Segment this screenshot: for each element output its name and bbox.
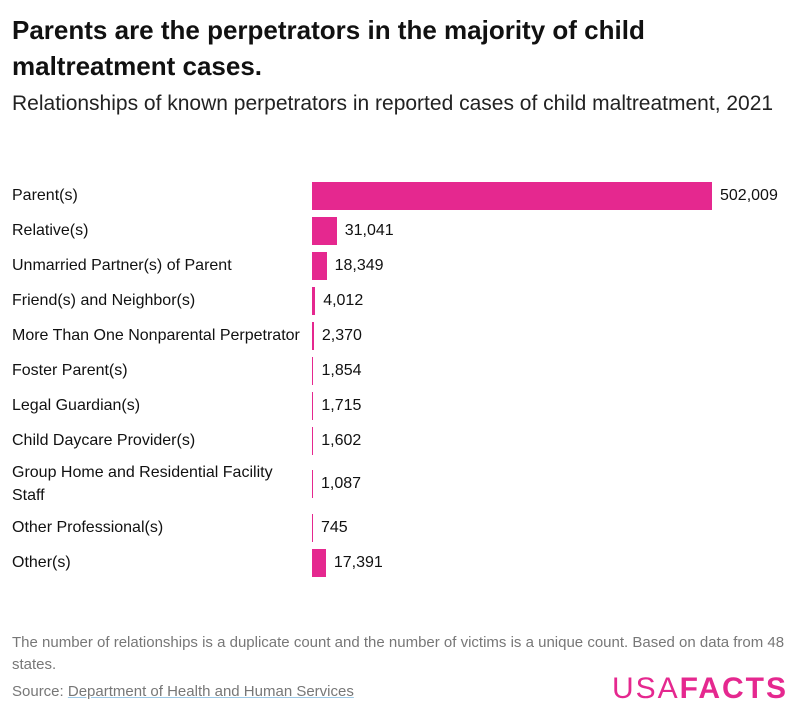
row: Friend(s) and Neighbor(s) 4,012 [12,283,792,318]
category-label: More Than One Nonparental Perpetrator [12,327,300,344]
row: Relative(s) 31,041 [12,213,792,248]
footnote: The number of relationships is a duplica… [12,634,785,673]
category-label: Child Daycare Provider(s) [12,432,196,449]
bar-cell: 745 [312,513,792,542]
value-label: 4,012 [323,291,364,309]
bar [312,251,327,280]
row: More Than One Nonparental Perpetrator 2,3… [12,318,792,353]
row: Parent(s) 502,009 [12,178,792,213]
category-label: Parent(s) [12,187,78,204]
bar-cell: 1,854 [312,356,792,385]
value-label: 18,349 [334,256,384,274]
bar-cell: 1,715 [312,391,792,420]
bar-cell: 1,602 [312,426,792,455]
value-label: 1,854 [321,361,362,379]
chart-subtitle: Relationships of known perpetrators in r… [12,92,774,115]
row: Other(s) 17,391 [12,545,792,580]
bar [312,513,313,542]
source: Source: Department of Health and Human S… [12,683,354,700]
value-label: 502,009 [720,186,778,204]
bar [312,548,326,577]
row: Legal Guardian(s) 1,715 [12,388,792,423]
category-label: Other(s) [12,554,71,571]
value-label: 2,370 [321,326,362,344]
bar [312,286,316,315]
category-label: Group Home and Residential Facility Staf… [12,464,273,504]
bar [312,216,337,245]
logo-part: FACTS [679,672,788,705]
bar-cell: 4,012 [312,286,792,315]
bar [312,181,712,210]
plot: Parent(s) 502,009 Relative(s) 31,041 Unmarri… [12,178,792,580]
value-label: 1,602 [321,431,362,449]
value-label: 31,041 [344,221,394,239]
row: Foster Parent(s) 1,854 [12,353,792,388]
bar-cell: 31,041 [312,216,792,245]
value-label: 17,391 [333,553,383,571]
logo-part: USA [611,672,680,705]
source-prefix: Source: [12,683,64,700]
row: Group Home and Residential Facility Staf… [12,458,792,510]
chart-title: Parents are the perpetrators in the majo… [12,15,645,81]
value-label: 1,715 [321,396,362,414]
bar [312,321,314,350]
bar [312,356,314,385]
logo: USAFACTS [612,672,788,706]
category-label: Relative(s) [12,222,89,239]
value-label: 745 [321,518,348,536]
row: Child Daycare Provider(s) 1,602 [12,423,792,458]
row: Unmarried Partner(s) of Parent 18,349 [12,248,792,283]
row: Other Professional(s) 745 [12,510,792,545]
bar [312,426,314,455]
category-label: Other Professional(s) [12,519,164,536]
source-link[interactable]: Department of Health and Human Services [67,683,354,700]
category-label: Friend(s) and Neighbor(s) [12,292,196,309]
bar [312,391,314,420]
bar [312,470,313,498]
bar-cell: 502,009 [312,181,792,210]
value-label: 1,087 [321,475,362,492]
bar-cell: 18,349 [312,251,792,280]
bar-cell: 2,370 [312,321,792,350]
category-label: Legal Guardian(s) [12,397,141,414]
bar-cell: 17,391 [312,548,792,577]
category-label: Foster Parent(s) [12,362,128,379]
category-label: Unmarried Partner(s) of Parent [12,257,232,274]
bar-cell: 1,087 [312,470,792,498]
